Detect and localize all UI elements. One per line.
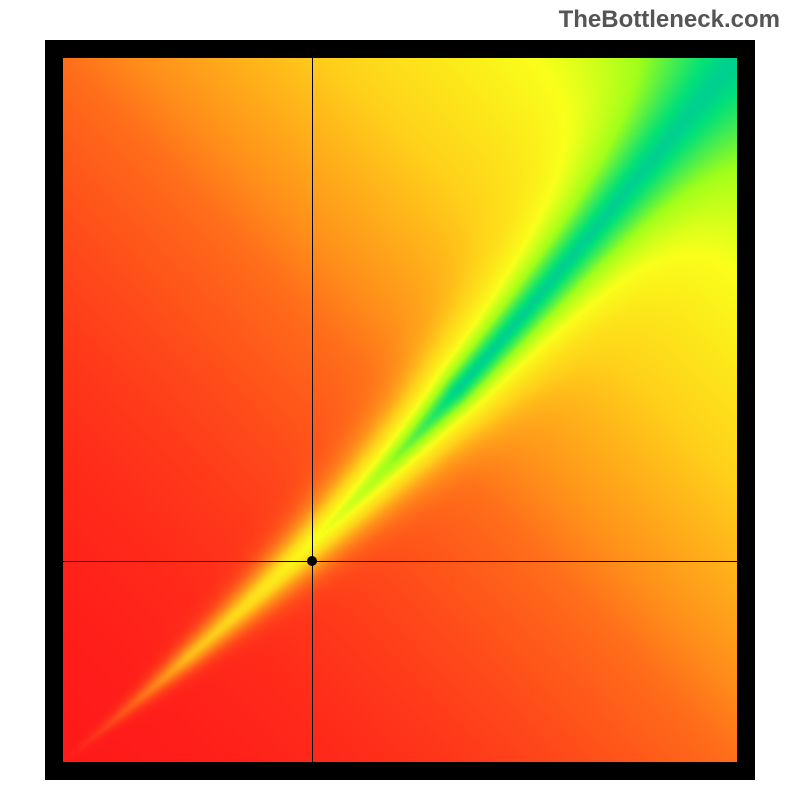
chart-container: TheBottleneck.com	[0, 0, 800, 800]
watermark-text: TheBottleneck.com	[559, 6, 780, 34]
plot-area	[63, 58, 737, 762]
plot-frame	[45, 40, 755, 780]
crosshair-horizontal	[63, 561, 737, 562]
crosshair-vertical	[312, 58, 313, 762]
heatmap-canvas	[63, 58, 737, 762]
